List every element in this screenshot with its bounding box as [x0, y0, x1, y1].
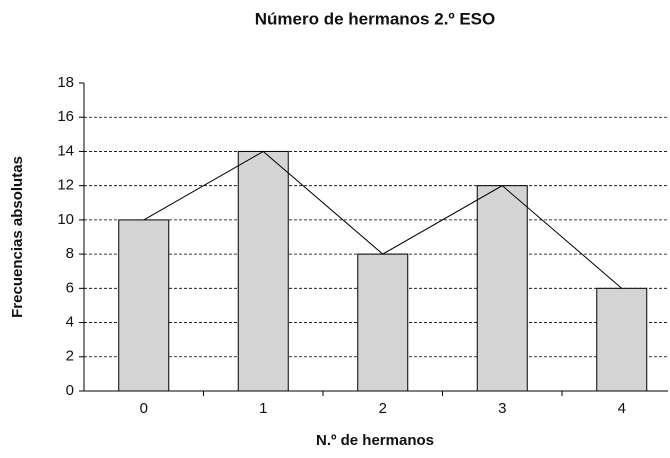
x-tick-label: 4	[618, 400, 626, 417]
bar	[596, 287, 648, 392]
frequency-polygon	[143, 150, 623, 289]
bar	[118, 219, 170, 392]
y-tick-label: 12	[57, 177, 74, 194]
chart-title: Número de hermanos 2.º ESO	[255, 9, 496, 28]
x-tick-label: 2	[379, 400, 387, 417]
x-tick-label: 1	[259, 400, 267, 417]
y-tick-label: 14	[57, 142, 74, 159]
y-tick-label: 4	[66, 314, 74, 331]
y-tick-label: 2	[66, 348, 74, 365]
y-tick-label: 16	[57, 108, 74, 125]
y-tick-label: 8	[66, 245, 74, 262]
x-axis-label: N.º de hermanos	[316, 432, 434, 449]
y-axis-label: Frecuencias absolutas	[9, 156, 26, 318]
bar	[237, 150, 289, 392]
x-tick-label: 0	[140, 400, 148, 417]
bar	[476, 185, 528, 392]
y-tick-label: 0	[66, 382, 74, 399]
y-tick-label: 6	[66, 279, 74, 296]
y-tick-label: 18	[57, 74, 74, 91]
y-tick-label: 10	[57, 211, 74, 228]
bar	[357, 253, 409, 392]
x-tick-label: 3	[498, 400, 506, 417]
